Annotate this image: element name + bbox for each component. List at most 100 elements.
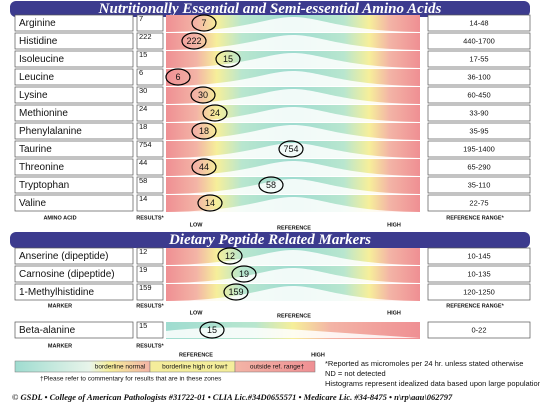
- range-box: [427, 176, 531, 194]
- legend-label: outside ref. range†: [250, 364, 305, 371]
- note: ND = not detected: [325, 369, 386, 378]
- legend: borderline normal borderline high or low…: [14, 360, 316, 383]
- marker-name: Methionine: [19, 108, 68, 119]
- range-box: [427, 140, 531, 158]
- reference-range: 440-1700: [463, 36, 495, 45]
- reference-curve: [166, 179, 420, 194]
- reference-range: 120-1250: [463, 287, 495, 296]
- result-box: [136, 265, 164, 283]
- result: 222: [139, 32, 152, 41]
- column-label: LOW: [190, 222, 204, 228]
- result: 6: [139, 68, 143, 77]
- marker-name: Anserine (dipeptide): [19, 251, 109, 262]
- marker-name: Isoleucine: [19, 54, 64, 65]
- result-marker: [231, 265, 257, 283]
- result: 159: [139, 283, 152, 292]
- marker-name: Threonine: [19, 162, 64, 173]
- result: 14: [139, 194, 147, 203]
- reference-range: 33-90: [469, 108, 488, 117]
- result-box: [136, 86, 164, 104]
- result-box: [136, 321, 164, 339]
- range-box: [427, 32, 531, 50]
- name-box: [14, 247, 134, 265]
- name-box: [14, 104, 134, 122]
- reference-curve: [166, 17, 420, 32]
- result-marker-label: 6: [175, 72, 180, 82]
- reference-range: 10-135: [467, 269, 490, 278]
- range-box: [427, 104, 531, 122]
- result-box: [136, 50, 164, 68]
- result: 30: [139, 86, 147, 95]
- reference-range: 60-450: [467, 90, 490, 99]
- result: 754: [139, 140, 152, 149]
- result-marker-label: 159: [228, 287, 243, 297]
- range-box: [427, 321, 531, 339]
- column-label: REFERENCE RANGE*: [446, 303, 504, 309]
- range-box: [427, 283, 531, 301]
- result-marker: [191, 14, 217, 32]
- reference-curve: [166, 286, 420, 301]
- reference-curve: [166, 327, 420, 338]
- reference-range: 35-95: [469, 126, 488, 135]
- section-title: Dietary Peptide Related Markers: [168, 232, 371, 248]
- name-box: [14, 50, 134, 68]
- result-marker-label: 15: [223, 54, 233, 64]
- result-marker: [191, 158, 217, 176]
- result-marker: [190, 86, 216, 104]
- column-label: RESULTS*: [136, 343, 164, 349]
- range-box: [427, 50, 531, 68]
- reference-range: 22-75: [469, 198, 488, 207]
- legend-box: [234, 360, 316, 373]
- reference-curve: [166, 143, 420, 158]
- name-box: [14, 122, 134, 140]
- legend-label: borderline high or low†: [162, 364, 228, 371]
- result-box: [136, 247, 164, 265]
- marker-name: Phenylalanine: [19, 126, 82, 137]
- legend-note: †Please refer to commentary for results …: [40, 376, 222, 383]
- reference-range: 36-100: [467, 72, 490, 81]
- column-label: LOW: [190, 310, 204, 316]
- result-marker: [197, 194, 223, 212]
- note: Histograms represent idealized data base…: [325, 379, 540, 388]
- reference-curve: [166, 161, 420, 176]
- column-label: HIGH: [311, 352, 325, 358]
- reference-curve: [166, 197, 420, 212]
- name-box: [14, 283, 134, 301]
- reference-curve: [166, 71, 420, 86]
- range-box: [427, 68, 531, 86]
- result: 19: [139, 265, 147, 274]
- result-box: [136, 140, 164, 158]
- marker-name: Taurine: [19, 144, 52, 155]
- marker-name: 1-Methylhistidine: [19, 287, 94, 298]
- name-box: [14, 176, 134, 194]
- name-box: [14, 194, 134, 212]
- range-box: [427, 86, 531, 104]
- result: 15: [139, 321, 147, 330]
- name-box: [14, 140, 134, 158]
- result-marker-label: 44: [199, 162, 209, 172]
- result-marker: [223, 283, 249, 301]
- reference-range: 195-1400: [463, 144, 495, 153]
- reference-curve: [166, 35, 420, 50]
- column-label: REFERENCE: [277, 313, 311, 319]
- result-marker: [217, 247, 243, 265]
- range-box: [427, 14, 531, 32]
- column-label: REFERENCE: [277, 225, 311, 231]
- result-box: [136, 283, 164, 301]
- column-label: MARKER: [48, 343, 72, 349]
- reference-range: 0-22: [471, 325, 486, 334]
- reference-range: 65-290: [467, 162, 490, 171]
- note: *Reported as micromoles per 24 hr. unles…: [325, 359, 523, 368]
- marker-name: Tryptophan: [19, 180, 69, 191]
- name-box: [14, 321, 134, 339]
- result-marker: [165, 68, 191, 86]
- reference-curve: [166, 250, 420, 265]
- result: 7: [139, 14, 143, 23]
- marker-name: Arginine: [19, 18, 56, 29]
- column-label: HIGH: [387, 222, 401, 228]
- marker-name: Histidine: [19, 36, 58, 47]
- reference-curve: [166, 53, 420, 68]
- reference-range: 14-48: [469, 18, 488, 27]
- result-marker: [199, 321, 225, 339]
